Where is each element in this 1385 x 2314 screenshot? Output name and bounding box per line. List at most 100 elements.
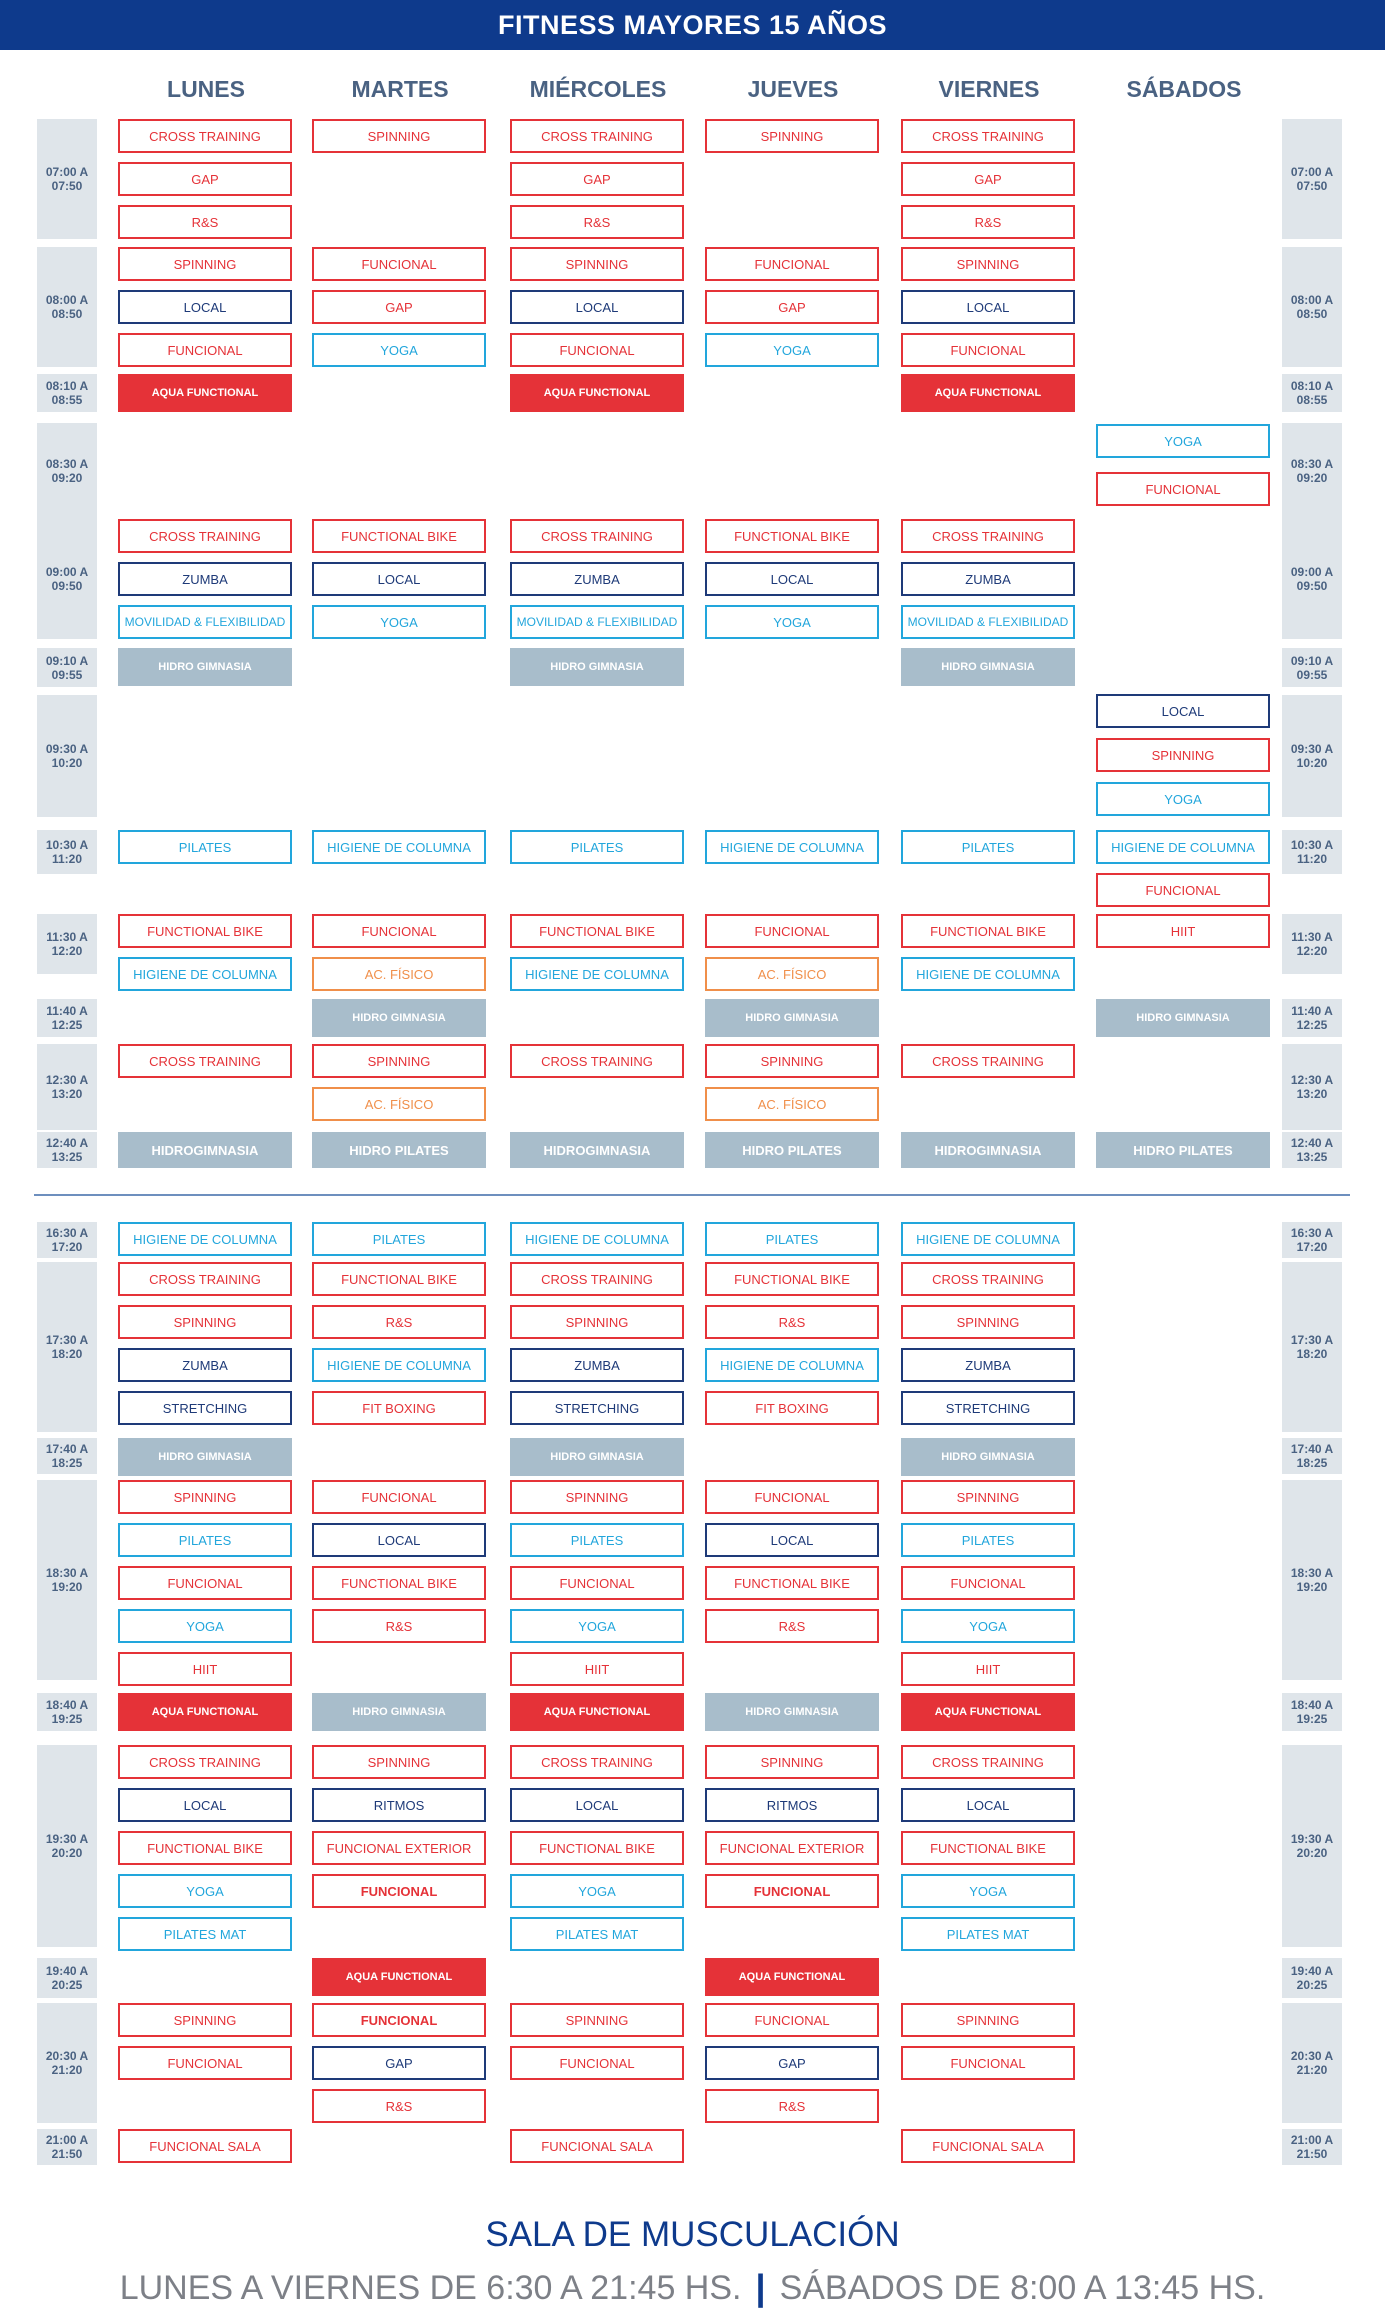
class-block[interactable]: PILATES — [510, 1523, 684, 1557]
class-block[interactable]: FUNCTIONAL BIKE — [312, 1566, 486, 1600]
class-block[interactable]: YOGA — [118, 1874, 292, 1908]
class-block[interactable]: FUNCIONAL — [901, 1566, 1075, 1600]
class-block[interactable]: FUNCTIONAL BIKE — [510, 914, 684, 948]
class-block[interactable]: HIIT — [901, 1652, 1075, 1686]
class-block[interactable]: PILATES — [312, 1222, 486, 1256]
class-block[interactable]: FIT BOXING — [312, 1391, 486, 1425]
class-block[interactable]: YOGA — [705, 605, 879, 639]
class-block[interactable]: HIDRO GIMNASIA — [312, 1693, 486, 1731]
class-block[interactable]: MOVILIDAD & FLEXIBILIDAD — [901, 605, 1075, 639]
class-block[interactable]: HIDROGIMNASIA — [901, 1132, 1075, 1168]
class-block[interactable]: R&S — [705, 1305, 879, 1339]
class-block[interactable]: SPINNING — [312, 1745, 486, 1779]
class-block[interactable]: YOGA — [312, 333, 486, 367]
class-block[interactable]: SPINNING — [312, 119, 486, 153]
class-block[interactable]: LOCAL — [705, 562, 879, 596]
class-block[interactable]: SPINNING — [118, 2003, 292, 2037]
class-block[interactable]: CROSS TRAINING — [510, 1262, 684, 1296]
class-block[interactable]: HIDROGIMNASIA — [118, 1132, 292, 1168]
class-block[interactable]: CROSS TRAINING — [901, 1745, 1075, 1779]
class-block[interactable]: HIDRO GIMNASIA — [901, 1438, 1075, 1476]
class-block[interactable]: ZUMBA — [901, 562, 1075, 596]
class-block[interactable]: FUNCIONAL EXTERIOR — [705, 1831, 879, 1865]
class-block[interactable]: FUNCIONAL — [705, 1480, 879, 1514]
class-block[interactable]: SPINNING — [901, 247, 1075, 281]
class-block[interactable]: CROSS TRAINING — [510, 1044, 684, 1078]
class-block[interactable]: CROSS TRAINING — [510, 1745, 684, 1779]
class-block[interactable]: HIGIENE DE COLUMNA — [312, 830, 486, 864]
class-block[interactable]: CROSS TRAINING — [118, 1745, 292, 1779]
class-block[interactable]: R&S — [510, 205, 684, 239]
class-block[interactable]: PILATES — [901, 1523, 1075, 1557]
class-block[interactable]: ZUMBA — [901, 1348, 1075, 1382]
class-block[interactable]: LOCAL — [901, 1788, 1075, 1822]
class-block[interactable]: FUNCIONAL — [705, 2003, 879, 2037]
class-block[interactable]: GAP — [312, 2046, 486, 2080]
class-block[interactable]: FUNCTIONAL BIKE — [705, 1566, 879, 1600]
class-block[interactable]: HIGIENE DE COLUMNA — [705, 830, 879, 864]
class-block[interactable]: FUNCIONAL — [510, 1566, 684, 1600]
class-block[interactable]: FUNCTIONAL BIKE — [118, 1831, 292, 1865]
class-block[interactable]: HIDRO GIMNASIA — [1096, 999, 1270, 1037]
class-block[interactable]: PILATES MAT — [118, 1917, 292, 1951]
class-block[interactable]: SPINNING — [705, 1745, 879, 1779]
class-block[interactable]: CROSS TRAINING — [118, 1262, 292, 1296]
class-block[interactable]: YOGA — [705, 333, 879, 367]
class-block[interactable]: SPINNING — [510, 2003, 684, 2037]
class-block[interactable]: R&S — [312, 1609, 486, 1643]
class-block[interactable]: R&S — [312, 2089, 486, 2123]
class-block[interactable]: HIDRO GIMNASIA — [510, 648, 684, 686]
class-block[interactable]: FUNCTIONAL BIKE — [118, 914, 292, 948]
class-block[interactable]: LOCAL — [312, 1523, 486, 1557]
class-block[interactable]: HIGIENE DE COLUMNA — [901, 957, 1075, 991]
class-block[interactable]: SPINNING — [901, 1480, 1075, 1514]
class-block[interactable]: FUNCIONAL — [118, 2046, 292, 2080]
class-block[interactable]: HIDRO PILATES — [705, 1132, 879, 1168]
class-block[interactable]: LOCAL — [510, 290, 684, 324]
class-block[interactable]: LOCAL — [510, 1788, 684, 1822]
class-block[interactable]: GAP — [510, 162, 684, 196]
class-block[interactable]: GAP — [705, 2046, 879, 2080]
class-block[interactable]: SPINNING — [510, 247, 684, 281]
class-block[interactable]: CROSS TRAINING — [118, 119, 292, 153]
class-block[interactable]: AQUA FUNCTIONAL — [901, 1693, 1075, 1731]
class-block[interactable]: FUNCIONAL — [312, 2003, 486, 2037]
class-block[interactable]: PILATES — [118, 830, 292, 864]
class-block[interactable]: FUNCTIONAL BIKE — [901, 914, 1075, 948]
class-block[interactable]: SPINNING — [312, 1044, 486, 1078]
class-block[interactable]: HIGIENE DE COLUMNA — [901, 1222, 1075, 1256]
class-block[interactable]: AQUA FUNCTIONAL — [901, 374, 1075, 412]
class-block[interactable]: MOVILIDAD & FLEXIBILIDAD — [510, 605, 684, 639]
class-block[interactable]: MOVILIDAD & FLEXIBILIDAD — [118, 605, 292, 639]
class-block[interactable]: LOCAL — [118, 1788, 292, 1822]
class-block[interactable]: AQUA FUNCTIONAL — [312, 1958, 486, 1996]
class-block[interactable]: SPINNING — [705, 1044, 879, 1078]
class-block[interactable]: HIGIENE DE COLUMNA — [510, 957, 684, 991]
class-block[interactable]: PILATES — [118, 1523, 292, 1557]
class-block[interactable]: GAP — [118, 162, 292, 196]
class-block[interactable]: CROSS TRAINING — [901, 1044, 1075, 1078]
class-block[interactable]: HIGIENE DE COLUMNA — [510, 1222, 684, 1256]
class-block[interactable]: YOGA — [510, 1609, 684, 1643]
class-block[interactable]: FUNCTIONAL BIKE — [705, 1262, 879, 1296]
class-block[interactable]: ZUMBA — [510, 562, 684, 596]
class-block[interactable]: CROSS TRAINING — [901, 1262, 1075, 1296]
class-block[interactable]: FUNCIONAL SALA — [118, 2129, 292, 2163]
class-block[interactable]: FUNCIONAL SALA — [901, 2129, 1075, 2163]
class-block[interactable]: LOCAL — [118, 290, 292, 324]
class-block[interactable]: PILATES — [705, 1222, 879, 1256]
class-block[interactable]: RITMOS — [705, 1788, 879, 1822]
class-block[interactable]: PILATES MAT — [901, 1917, 1075, 1951]
class-block[interactable]: AQUA FUNCTIONAL — [118, 374, 292, 412]
class-block[interactable]: CROSS TRAINING — [901, 519, 1075, 553]
class-block[interactable]: FUNCIONAL — [705, 914, 879, 948]
class-block[interactable]: AC. FÍSICO — [705, 1087, 879, 1121]
class-block[interactable]: YOGA — [901, 1874, 1075, 1908]
class-block[interactable]: AQUA FUNCTIONAL — [118, 1693, 292, 1731]
class-block[interactable]: FUNCIONAL — [118, 1566, 292, 1600]
class-block[interactable]: CROSS TRAINING — [118, 519, 292, 553]
class-block[interactable]: FUNCIONAL — [705, 247, 879, 281]
class-block[interactable]: SPINNING — [510, 1305, 684, 1339]
class-block[interactable]: AQUA FUNCTIONAL — [510, 1693, 684, 1731]
class-block[interactable]: AC. FÍSICO — [312, 1087, 486, 1121]
